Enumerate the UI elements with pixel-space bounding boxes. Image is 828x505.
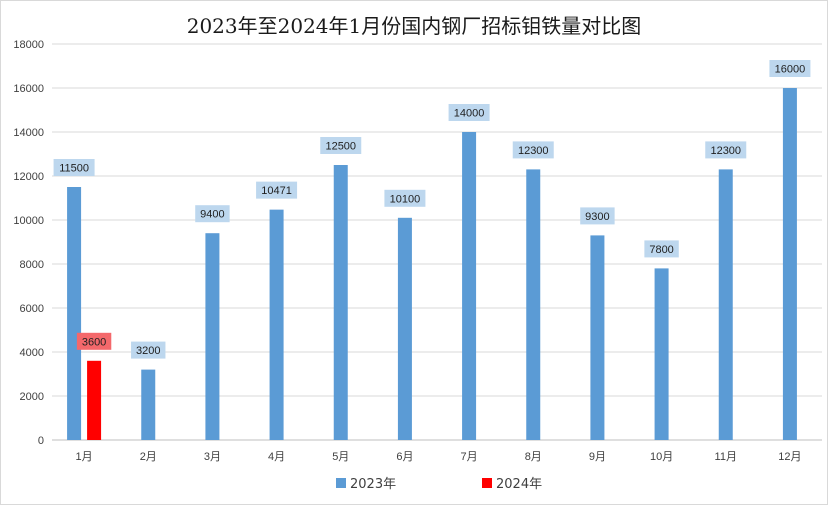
legend-label-2023: 2023年	[350, 477, 396, 492]
bar-2023	[782, 88, 797, 440]
legend-swatch-2024	[482, 478, 492, 488]
y-tick-label: 12000	[13, 171, 44, 183]
chart-title: 2023年至2024年1月份国内钢厂招标钼铁量对比图	[186, 14, 642, 38]
data-label-box	[705, 141, 747, 159]
data-label: 12300	[518, 145, 549, 157]
x-tick-label: 2月	[140, 451, 157, 463]
data-label: 7800	[649, 244, 673, 256]
legend-swatch-2023	[336, 478, 346, 488]
bar-2023	[462, 132, 477, 440]
y-tick-label: 8000	[20, 259, 44, 271]
data-label-box	[76, 332, 112, 350]
x-tick-label: 4月	[268, 451, 285, 463]
x-tick-label: 7月	[461, 451, 478, 463]
x-tick-label: 10月	[650, 451, 673, 463]
x-tick-label: 8月	[525, 451, 542, 463]
x-tick-label: 6月	[396, 451, 413, 463]
y-tick-label: 16000	[13, 83, 44, 95]
data-label-box	[384, 189, 426, 207]
data-label: 11500	[59, 163, 89, 175]
x-tick-label: 12月	[778, 451, 801, 463]
y-tick-label: 4000	[20, 347, 44, 359]
bar-2023	[718, 169, 733, 440]
x-tick-label: 1月	[76, 451, 93, 463]
data-label-box	[195, 205, 230, 223]
data-label: 10471	[261, 185, 292, 197]
data-label: 12300	[710, 145, 741, 157]
data-label: 16000	[775, 64, 806, 76]
data-label-box	[769, 60, 811, 77]
y-tick-label: 10000	[13, 215, 44, 227]
data-label-box	[256, 181, 298, 199]
data-label-box	[320, 137, 362, 154]
data-label: 9300	[585, 211, 609, 223]
bar-2024	[87, 360, 102, 440]
data-label: 3200	[136, 345, 160, 357]
bar-2023	[141, 369, 156, 440]
data-label: 12500	[325, 141, 356, 153]
data-label: 9400	[200, 209, 224, 221]
legend-label-2024: 2024年	[496, 477, 542, 492]
data-label-box	[131, 341, 166, 359]
data-label: 10100	[390, 193, 421, 205]
y-tick-label: 0	[38, 435, 44, 447]
bar-2023	[590, 235, 605, 440]
data-label-box	[512, 141, 554, 159]
x-tick-label: 11月	[715, 451, 737, 463]
data-label-box	[644, 240, 679, 258]
y-tick-label: 14000	[13, 127, 44, 139]
bar-2023	[654, 268, 669, 440]
data-label-box	[53, 159, 95, 176]
bar-2023	[269, 209, 284, 440]
bar-2023	[397, 217, 412, 440]
y-tick-label: 18000	[13, 39, 44, 51]
bar-2023	[67, 187, 82, 440]
bar-2023	[205, 233, 220, 440]
data-label-box	[448, 104, 490, 121]
bar-2023	[526, 169, 541, 440]
y-tick-label: 2000	[20, 391, 44, 403]
x-tick-label: 3月	[204, 451, 221, 463]
y-tick-label: 6000	[20, 303, 44, 315]
data-label: 3600	[82, 336, 106, 348]
data-label-box	[580, 207, 615, 225]
x-tick-label: 5月	[332, 451, 349, 463]
bar-2023	[333, 165, 348, 440]
data-label: 14000	[454, 108, 485, 120]
x-tick-label: 9月	[589, 451, 606, 463]
